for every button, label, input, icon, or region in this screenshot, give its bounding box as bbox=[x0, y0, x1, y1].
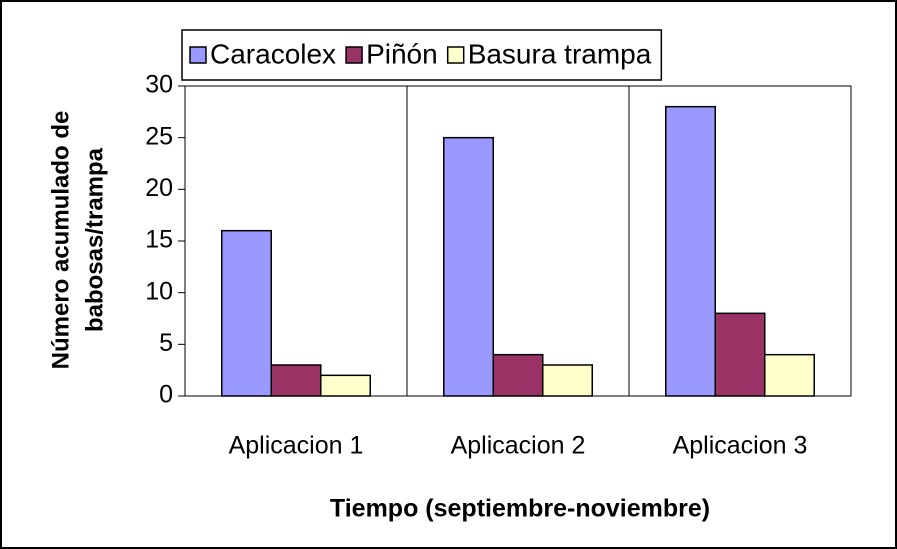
x-tick-label: Aplicacion 2 bbox=[451, 432, 586, 460]
bar bbox=[270, 364, 322, 397]
y-axis-label: babosas/trampa bbox=[81, 147, 108, 332]
bar bbox=[665, 105, 716, 397]
legend-swatch bbox=[345, 46, 363, 64]
bar bbox=[320, 374, 371, 397]
y-tick-label: 25 bbox=[145, 122, 173, 150]
y-tick-label: 20 bbox=[145, 174, 173, 202]
x-axis-label: Tiempo (septiembre-noviembre) bbox=[330, 495, 710, 523]
y-tick-label: 30 bbox=[145, 71, 173, 99]
legend-label: Basura trampa bbox=[468, 38, 652, 69]
y-tick-label: 10 bbox=[145, 277, 173, 305]
y-tick-label: 15 bbox=[145, 226, 173, 254]
bar bbox=[764, 353, 815, 397]
legend-label: Caracolex bbox=[210, 38, 336, 69]
bar bbox=[492, 353, 544, 397]
x-tick-label: Aplicacion 1 bbox=[229, 432, 364, 460]
bar bbox=[714, 312, 766, 397]
x-tick-label: Aplicacion 3 bbox=[673, 432, 808, 460]
y-axis-label: Número acumulado de bbox=[47, 111, 74, 370]
y-tick-label: 0 bbox=[159, 381, 173, 409]
legend bbox=[181, 29, 663, 81]
bar bbox=[443, 136, 494, 397]
legend-swatch bbox=[446, 46, 465, 64]
y-tick-label: 5 bbox=[159, 329, 173, 357]
bar bbox=[221, 229, 272, 397]
legend-swatch bbox=[189, 46, 207, 64]
legend-label: Piñón bbox=[366, 38, 438, 69]
bar bbox=[542, 364, 593, 397]
